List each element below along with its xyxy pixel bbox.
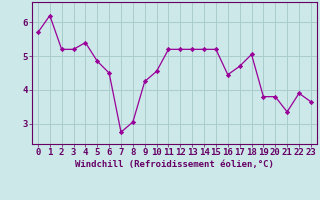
X-axis label: Windchill (Refroidissement éolien,°C): Windchill (Refroidissement éolien,°C)	[75, 160, 274, 169]
